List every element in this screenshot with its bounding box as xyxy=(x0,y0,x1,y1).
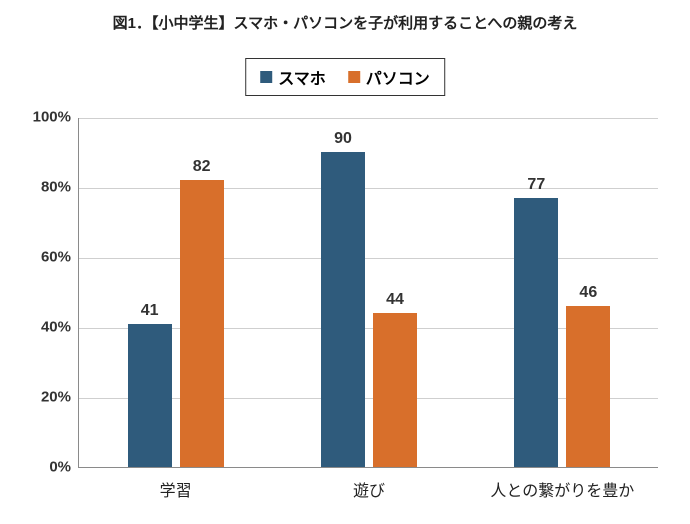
bar: 82 xyxy=(180,180,224,467)
y-tick-label: 100% xyxy=(33,109,79,126)
legend-item: スマホ xyxy=(260,65,326,89)
legend-label: パソコン xyxy=(366,65,430,89)
bar: 44 xyxy=(373,313,417,467)
bar-group: 7746人との繋がりを豊か xyxy=(466,118,659,467)
x-category-label: 学習 xyxy=(160,477,192,501)
bar-group: 4182学習 xyxy=(79,118,272,467)
legend-swatch xyxy=(348,71,360,83)
bar-value-label: 90 xyxy=(334,130,352,148)
bar: 46 xyxy=(566,306,610,467)
bar: 90 xyxy=(321,152,365,467)
bar: 77 xyxy=(514,198,558,468)
y-tick-label: 20% xyxy=(41,389,79,406)
bar: 41 xyxy=(128,324,172,468)
plot-area: 0%20%40%60%80%100%4182学習9044遊び7746人との繋がり… xyxy=(78,118,658,468)
bar-value-label: 41 xyxy=(141,302,159,320)
y-tick-label: 0% xyxy=(49,459,79,476)
chart-container: 図1．【小中学生】スマホ・パソコンを子が利用することへの親の考え スマホ パソコン… xyxy=(0,0,690,524)
y-tick-label: 80% xyxy=(41,179,79,196)
bar-group: 9044遊び xyxy=(272,118,465,467)
x-category-label: 人との繋がりを豊か xyxy=(490,477,634,501)
legend: スマホ パソコン xyxy=(245,58,445,96)
bar-value-label: 82 xyxy=(193,158,211,176)
legend-item: パソコン xyxy=(348,65,430,89)
chart-title: 図1．【小中学生】スマホ・パソコンを子が利用することへの親の考え xyxy=(0,12,690,33)
legend-swatch xyxy=(260,71,272,83)
bar-value-label: 44 xyxy=(386,291,404,309)
bar-value-label: 77 xyxy=(527,176,545,194)
legend-label: スマホ xyxy=(278,65,326,89)
x-category-label: 遊び xyxy=(353,477,385,501)
y-tick-label: 60% xyxy=(41,249,79,266)
bar-value-label: 46 xyxy=(579,284,597,302)
y-tick-label: 40% xyxy=(41,319,79,336)
